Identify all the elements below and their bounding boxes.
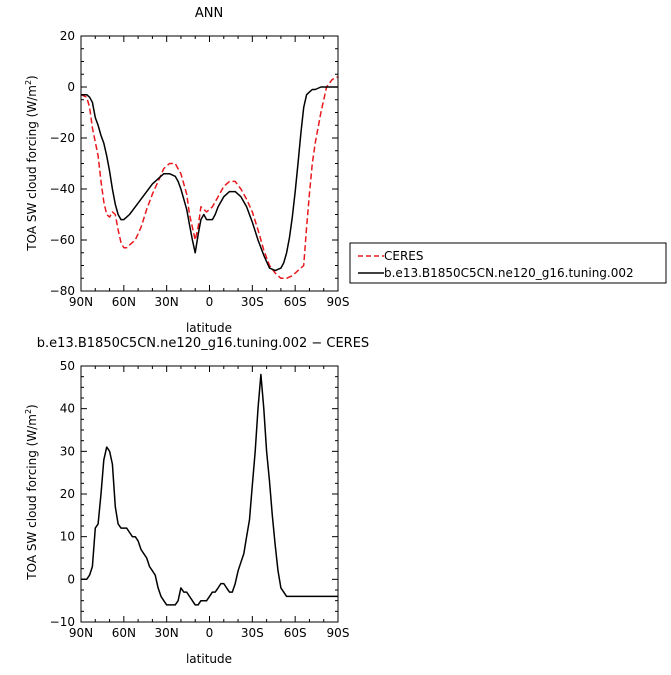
- panel-top-x-axis-label: latitude: [186, 321, 232, 335]
- legend-box: [349, 242, 667, 284]
- x-tick-label: 90N: [69, 295, 93, 309]
- panel-top: ANN 90N 60N 30N 0 30S 60S 90S −80 −60 −40 −20 0 20 l…: [24, 6, 349, 335]
- panel-bottom-tick-labels: 90N 60N 30N 0 30S 60S 90S −10 0 10 20 30 40 50: [50, 359, 350, 640]
- panel-top-ticks: [80, 35, 339, 292]
- x-tick-label: 30S: [241, 626, 264, 640]
- x-tick-label: 60S: [284, 626, 307, 640]
- panel-top-series: [80, 76, 339, 280]
- legend-label-model: b.e13.B1850C5CN.ne120_g16.tuning.002: [384, 266, 634, 280]
- panel-bottom-series: [81, 373, 338, 606]
- x-tick-label: 0: [206, 295, 214, 309]
- x-tick-label: 90S: [327, 626, 350, 640]
- x-tick-label: 30N: [155, 295, 179, 309]
- panel-bottom-title: b.e13.B1850C5CN.ne120_g16.tuning.002 − C…: [37, 336, 369, 351]
- y-tick-label: 30: [60, 444, 75, 458]
- legend: CERES b.e13.B1850C5CN.ne120_g16.tuning.0…: [349, 242, 667, 284]
- y-tick-label: −80: [50, 284, 75, 298]
- legend-label-ceres: CERES: [384, 249, 424, 263]
- panel-top-title: ANN: [195, 6, 223, 21]
- panel-top-frame: [80, 35, 339, 292]
- panel-top-tick-labels: 90N 60N 30N 0 30S 60S 90S −80 −60 −40 −20 0 20: [50, 29, 350, 309]
- x-tick-label: 30S: [241, 295, 264, 309]
- panel-bottom-ticks: [80, 365, 339, 623]
- y-tick-label: −40: [50, 182, 75, 196]
- y-tick-label: −10: [50, 615, 75, 629]
- y-tick-label: 40: [60, 402, 75, 416]
- x-tick-label: 60N: [112, 295, 136, 309]
- y-tick-label: 20: [60, 29, 75, 43]
- x-tick-label: 0: [206, 626, 214, 640]
- y-tick-label: 50: [60, 359, 75, 373]
- x-tick-label: 60S: [284, 295, 307, 309]
- y-tick-label: 20: [60, 487, 75, 501]
- panel-bottom-x-axis-label: latitude: [186, 652, 232, 666]
- y-tick-label: −60: [50, 233, 75, 247]
- panel-bottom: b.e13.B1850C5CN.ne120_g16.tuning.002 − C…: [24, 336, 369, 666]
- series-line-1: [80, 76, 339, 280]
- x-tick-label: 90N: [69, 626, 93, 640]
- panel-top-y-axis-label: TOA SW cloud forcing (W/m2): [24, 75, 39, 251]
- x-tick-label: 90S: [327, 295, 350, 309]
- series-line-1: [81, 373, 338, 606]
- x-tick-label: 30N: [155, 626, 179, 640]
- series-line-2: [81, 86, 338, 272]
- panel-bottom-y-axis-label: TOA SW cloud forcing (W/m2): [24, 404, 39, 580]
- y-tick-label: 0: [67, 572, 75, 586]
- y-tick-label: 10: [60, 530, 75, 544]
- x-tick-label: 60N: [112, 626, 136, 640]
- panel-bottom-frame: [80, 365, 339, 623]
- y-tick-label: −20: [50, 131, 75, 145]
- y-tick-label: 0: [67, 80, 75, 94]
